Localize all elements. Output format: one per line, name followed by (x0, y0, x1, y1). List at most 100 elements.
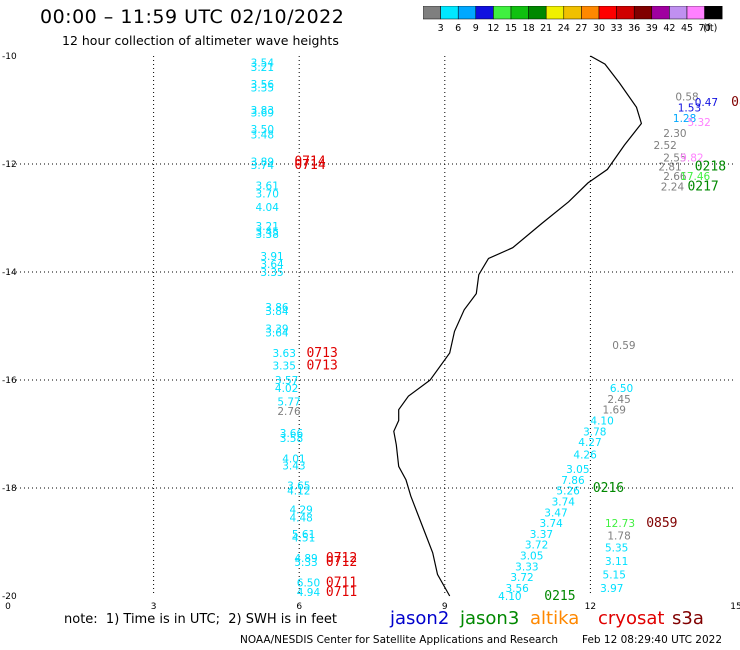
wave-height-label: 3.11 (605, 556, 628, 568)
colorbar-tick-label: 18 (523, 23, 535, 34)
y-tick-label: -12 (2, 160, 17, 170)
page-subtitle: 12 hour collection of altimeter wave hei… (62, 33, 339, 48)
x-tick-label: 12 (585, 602, 596, 612)
wave-height-label: 3.57 (275, 375, 298, 387)
wave-height-label: 5.35 (605, 542, 628, 554)
wave-height-label: 2.24 (661, 182, 685, 194)
pass-time-label: 0712 (326, 555, 357, 570)
pass-time-label: 0713 (306, 358, 337, 373)
legend-cryosat: cryosat (598, 608, 665, 629)
wave-height-label: 2.55 (663, 153, 686, 165)
wave-height-label: 3.48 (251, 129, 274, 141)
wave-height-label: 5.26 (556, 486, 580, 498)
wave-height-label: 4.29 (289, 505, 312, 517)
x-tick-label: 3 (151, 602, 157, 612)
wave-height-label: 4.26 (573, 450, 597, 462)
wave-height-label: 2.81 (658, 162, 681, 174)
wave-height-label: 3.58 (280, 433, 303, 445)
pass-time-label: 0711 (326, 585, 357, 600)
wave-height-label: 7.86 (561, 475, 585, 487)
wave-height-label: 3.63 (273, 348, 296, 360)
wave-height-label: 3.83 (251, 105, 274, 117)
wave-height-label: 3.21 (251, 62, 274, 74)
colorbar-unit: (ft) (703, 23, 717, 34)
wave-height-label: 3.35 (251, 82, 274, 94)
wave-height-label: 3.64 (265, 327, 289, 339)
wave-height-label: 5.32 (687, 117, 710, 129)
wave-height-label: 5.61 (292, 529, 315, 541)
wave-height-label: 4.12 (287, 486, 310, 498)
credit-text: NOAA/NESDIS Center for Satellite Applica… (240, 634, 558, 646)
x-tick-label: 0 (5, 602, 11, 612)
pass-time-label: 0218 (695, 160, 726, 175)
wave-height-label: 3.35 (260, 267, 283, 279)
colorbar-tick-label: 27 (575, 23, 587, 34)
colorbar: 3 6 9 12 15 18 21 24 27 30 33 36 39 42 45 70(ft) (423, 6, 723, 34)
wave-height-label: 1.53 (678, 102, 701, 114)
wave-height-label: 3.84 (265, 306, 289, 318)
wave-height-label: 3.97 (600, 583, 623, 595)
wave-height-label: 2.45 (607, 394, 630, 406)
wave-height-label: 1.69 (603, 405, 626, 417)
pass-time-label: 0711 (326, 576, 357, 591)
pass-time-label: 0859 (646, 516, 677, 531)
legend-jason2: jason2 (390, 608, 450, 629)
wave-height-label: 2.76 (277, 406, 301, 418)
colorbar-tick-label: 42 (663, 23, 675, 34)
wave-height-label: 4.02 (275, 383, 298, 395)
wave-height-label: 4.01 (282, 453, 305, 465)
wave-height-label: 0.59 (612, 340, 635, 352)
colorbar-tick-label: 24 (558, 23, 570, 34)
pass-time-label: 0217 (687, 180, 718, 195)
wave-height-label: 3.74 (251, 160, 275, 172)
pass-time-label: 08 (731, 95, 740, 110)
legend-altika: altika (530, 608, 580, 629)
colorbar-tick-label: 9 (473, 23, 479, 34)
wave-height-label: 6.50 (297, 578, 320, 590)
wave-height-label: 3.65 (287, 480, 310, 492)
coastline (393, 55, 643, 597)
wave-height-label: 3.43 (282, 460, 305, 472)
colorbar-tick-label: 3 (438, 23, 444, 34)
wave-height-label: 6.50 (610, 383, 633, 395)
wave-height-label: 4.27 (578, 437, 601, 449)
timestamp-text: Feb 12 08:29:40 UTC 2022 (582, 634, 722, 646)
wave-height-label: 4.10 (590, 416, 613, 428)
wave-height-label: 3.89 (251, 156, 274, 168)
wave-height-label: 3.50 (251, 124, 274, 136)
wave-height-label: 3.56 (251, 79, 275, 91)
legend-jason3: jason3 (460, 608, 520, 629)
wave-height-label: 3.47 (544, 507, 567, 519)
wave-height-label: 4.04 (256, 202, 280, 214)
wave-height-label: 0.58 (675, 92, 698, 104)
pass-time-label: 0712 (326, 551, 357, 566)
colorbar-tick-label: 30 (593, 23, 605, 34)
y-tick-label: -16 (2, 376, 17, 386)
pass-time-label: 0714 (294, 158, 325, 173)
wave-height-label: 3.70 (256, 189, 279, 201)
wave-height-label: 3.56 (505, 583, 529, 595)
wave-height-label: 2.30 (663, 128, 686, 140)
y-tick-label: -10 (2, 52, 17, 62)
wave-height-label: 4.10 (498, 591, 521, 603)
colorbar-tick-label: 21 (540, 23, 552, 34)
wave-height-label: 3.64 (260, 259, 284, 271)
wave-height-label: 4.51 (292, 533, 315, 545)
y-tick-label: -20 (2, 592, 17, 602)
wave-height-label: 3.37 (530, 529, 553, 541)
wave-height-label: 3.78 (583, 426, 606, 438)
colorbar-tick-label: 36 (628, 23, 640, 34)
colorbar-tick-label: 12 (487, 23, 499, 34)
wave-height-label: 2.66 (663, 171, 687, 183)
y-tick-label: -18 (2, 484, 17, 494)
y-tick-label: -14 (2, 268, 17, 278)
wave-height-label: 3.35 (273, 360, 296, 372)
pass-time-label: 0215 (544, 589, 575, 604)
wave-height-label: 3.74 (539, 518, 563, 530)
pass-time-label: 0714 (294, 154, 325, 169)
wave-height-label: 17.46 (680, 171, 710, 183)
wave-height-label: 4.48 (289, 513, 312, 525)
wave-height-label: 12.73 (605, 518, 635, 530)
colorbar-tick-label: 39 (646, 23, 658, 34)
